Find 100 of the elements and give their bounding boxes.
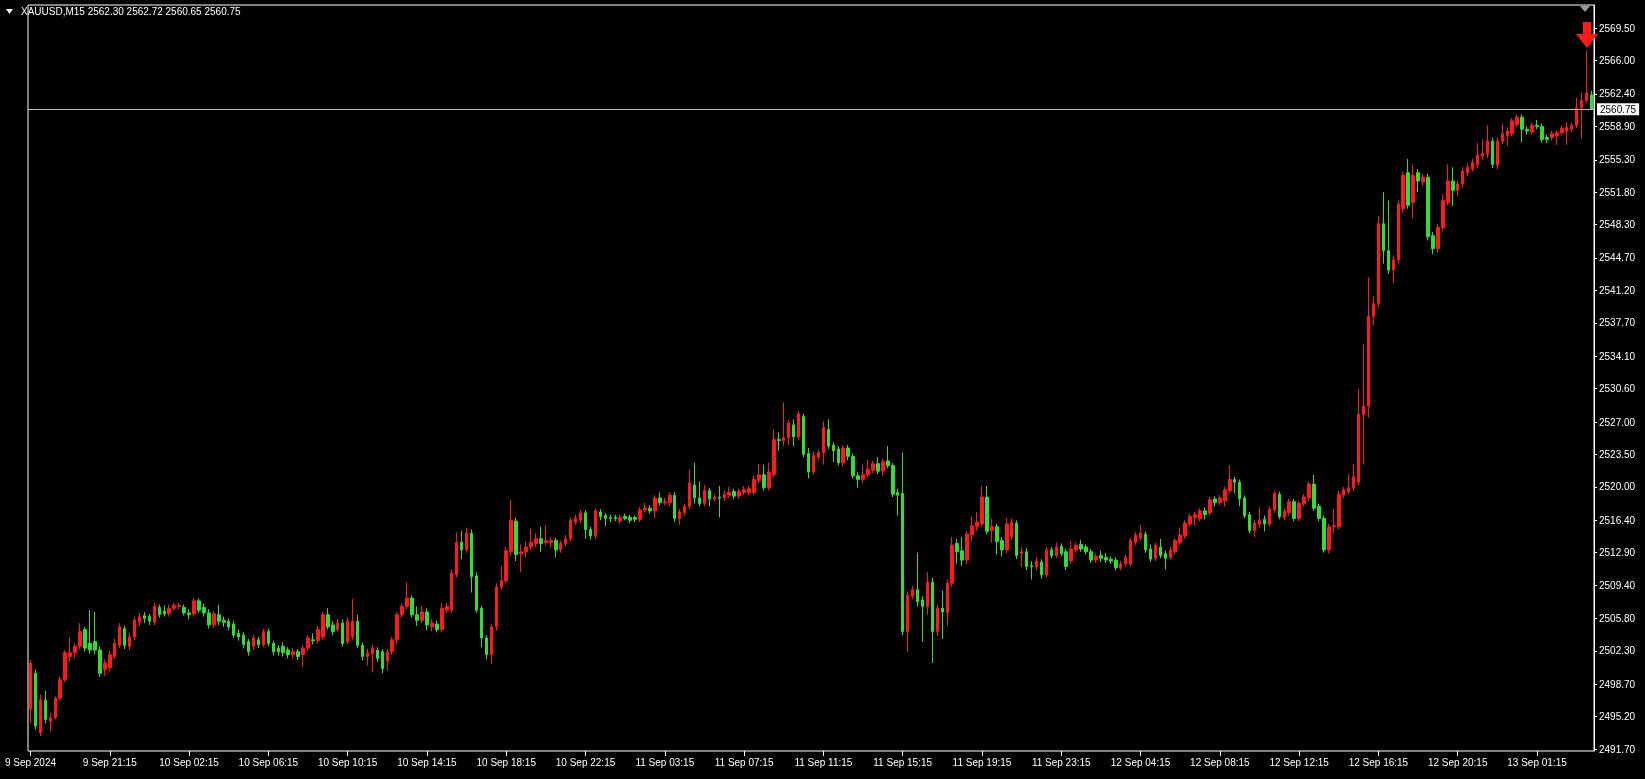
y-tick-label: 2530.60 xyxy=(1599,383,1636,395)
candlestick xyxy=(658,491,662,506)
candlestick xyxy=(470,529,473,594)
x-tick-label: 12 Sep 08:15 xyxy=(1190,756,1251,768)
candlestick xyxy=(1392,254,1395,284)
y-tick-label: 2498.70 xyxy=(1599,678,1636,690)
candlestick xyxy=(291,647,295,659)
candlestick xyxy=(1411,164,1415,219)
y-tick-label: 2520.00 xyxy=(1599,481,1636,493)
candlestick xyxy=(718,485,721,518)
x-tick-label: 11 Sep 03:15 xyxy=(635,756,695,768)
candlestick xyxy=(698,480,701,507)
candlestick xyxy=(609,514,612,523)
candlestick xyxy=(272,640,275,657)
candlestick xyxy=(1020,546,1023,568)
ref-line-label: 2560.75 xyxy=(1600,103,1637,115)
candlestick xyxy=(1471,158,1474,173)
candlestick xyxy=(1451,166,1455,207)
y-tick-label: 2512.90 xyxy=(1599,547,1636,559)
y-tick-label: 2569.50 xyxy=(1599,22,1636,34)
y-tick-label: 2544.70 xyxy=(1599,252,1636,264)
candlestick xyxy=(985,485,989,535)
candlestick xyxy=(267,628,270,647)
candlestick xyxy=(128,631,131,651)
x-tick-label: 12 Sep 04:15 xyxy=(1110,756,1171,768)
candlestick xyxy=(475,571,478,614)
candlestick xyxy=(1164,550,1167,570)
candlestick xyxy=(832,441,835,463)
candlestick xyxy=(1501,123,1504,145)
candlestick xyxy=(1208,496,1212,517)
y-tick-label: 2495.20 xyxy=(1599,711,1636,723)
candlestick xyxy=(1476,142,1479,169)
candlestick xyxy=(480,605,483,648)
candlestick xyxy=(941,590,944,640)
candlestick xyxy=(916,552,919,607)
y-tick-label: 2509.40 xyxy=(1599,579,1636,591)
candlestick xyxy=(881,458,885,477)
candlestick xyxy=(257,636,260,649)
candlestick xyxy=(559,540,562,554)
candlestick xyxy=(1352,463,1355,492)
candlestick xyxy=(44,690,47,724)
candlestick xyxy=(1347,473,1350,495)
candlestick xyxy=(564,534,567,547)
candlestick xyxy=(351,598,354,641)
candlestick xyxy=(1362,343,1365,466)
y-tick-label: 2562.40 xyxy=(1599,88,1636,100)
candlestick xyxy=(1263,515,1266,532)
x-tick-label: 12 Sep 12:15 xyxy=(1269,756,1330,768)
x-tick-label: 10 Sep 02:15 xyxy=(159,756,220,768)
candlestick xyxy=(133,616,136,641)
candlestick xyxy=(123,625,126,650)
candlestick xyxy=(1292,498,1296,522)
candlestick xyxy=(465,527,468,554)
candlestick xyxy=(1367,276,1370,418)
y-tick-label: 2516.40 xyxy=(1599,514,1636,526)
candlestick xyxy=(1045,546,1048,579)
x-tick-label: 12 Sep 16:15 xyxy=(1348,756,1409,768)
candlestick xyxy=(683,503,686,517)
candlestick xyxy=(153,602,156,626)
candlestick xyxy=(49,712,52,733)
candlestick xyxy=(579,509,582,524)
candlestick xyxy=(356,614,359,649)
candlestick xyxy=(727,486,731,499)
candlestick xyxy=(901,452,904,636)
candlestick xyxy=(143,611,146,624)
candlestick xyxy=(138,612,141,627)
y-tick-label: 2505.80 xyxy=(1599,612,1636,624)
candlestick xyxy=(1421,173,1425,187)
candlestick xyxy=(1580,92,1583,139)
candlestick xyxy=(158,604,161,619)
candlestick xyxy=(1273,490,1276,514)
candlestick xyxy=(1585,49,1588,104)
x-tick-label: 10 Sep 06:15 xyxy=(238,756,299,768)
candlestick xyxy=(192,597,196,618)
candlestick xyxy=(604,512,607,527)
x-tick-label: 12 Sep 20:15 xyxy=(1427,756,1488,768)
candlestick xyxy=(232,620,235,639)
candlestick xyxy=(1094,553,1098,564)
candlestick xyxy=(673,491,676,523)
candlestick xyxy=(252,634,255,651)
candlestick xyxy=(569,516,572,543)
y-tick-label: 2555.30 xyxy=(1599,154,1636,166)
candlestick xyxy=(1496,137,1499,170)
candlestick xyxy=(376,646,379,663)
candlestick xyxy=(678,508,681,526)
candlestick xyxy=(1159,538,1162,559)
x-tick-label: 10 Sep 10:15 xyxy=(317,756,378,768)
candlestick xyxy=(1461,166,1464,189)
y-tick-label: 2551.80 xyxy=(1599,186,1636,198)
candlestick xyxy=(1466,162,1469,177)
candlestick xyxy=(430,618,434,632)
candlestick xyxy=(1372,295,1375,327)
candlestick xyxy=(1154,541,1157,562)
candlestick xyxy=(1144,530,1147,554)
x-tick-label: 11 Sep 19:15 xyxy=(952,756,1012,768)
candlestick xyxy=(311,632,315,645)
candlestick xyxy=(336,617,339,633)
candlestick xyxy=(762,464,766,492)
candlestick xyxy=(876,456,880,475)
candlestick xyxy=(1040,558,1043,580)
